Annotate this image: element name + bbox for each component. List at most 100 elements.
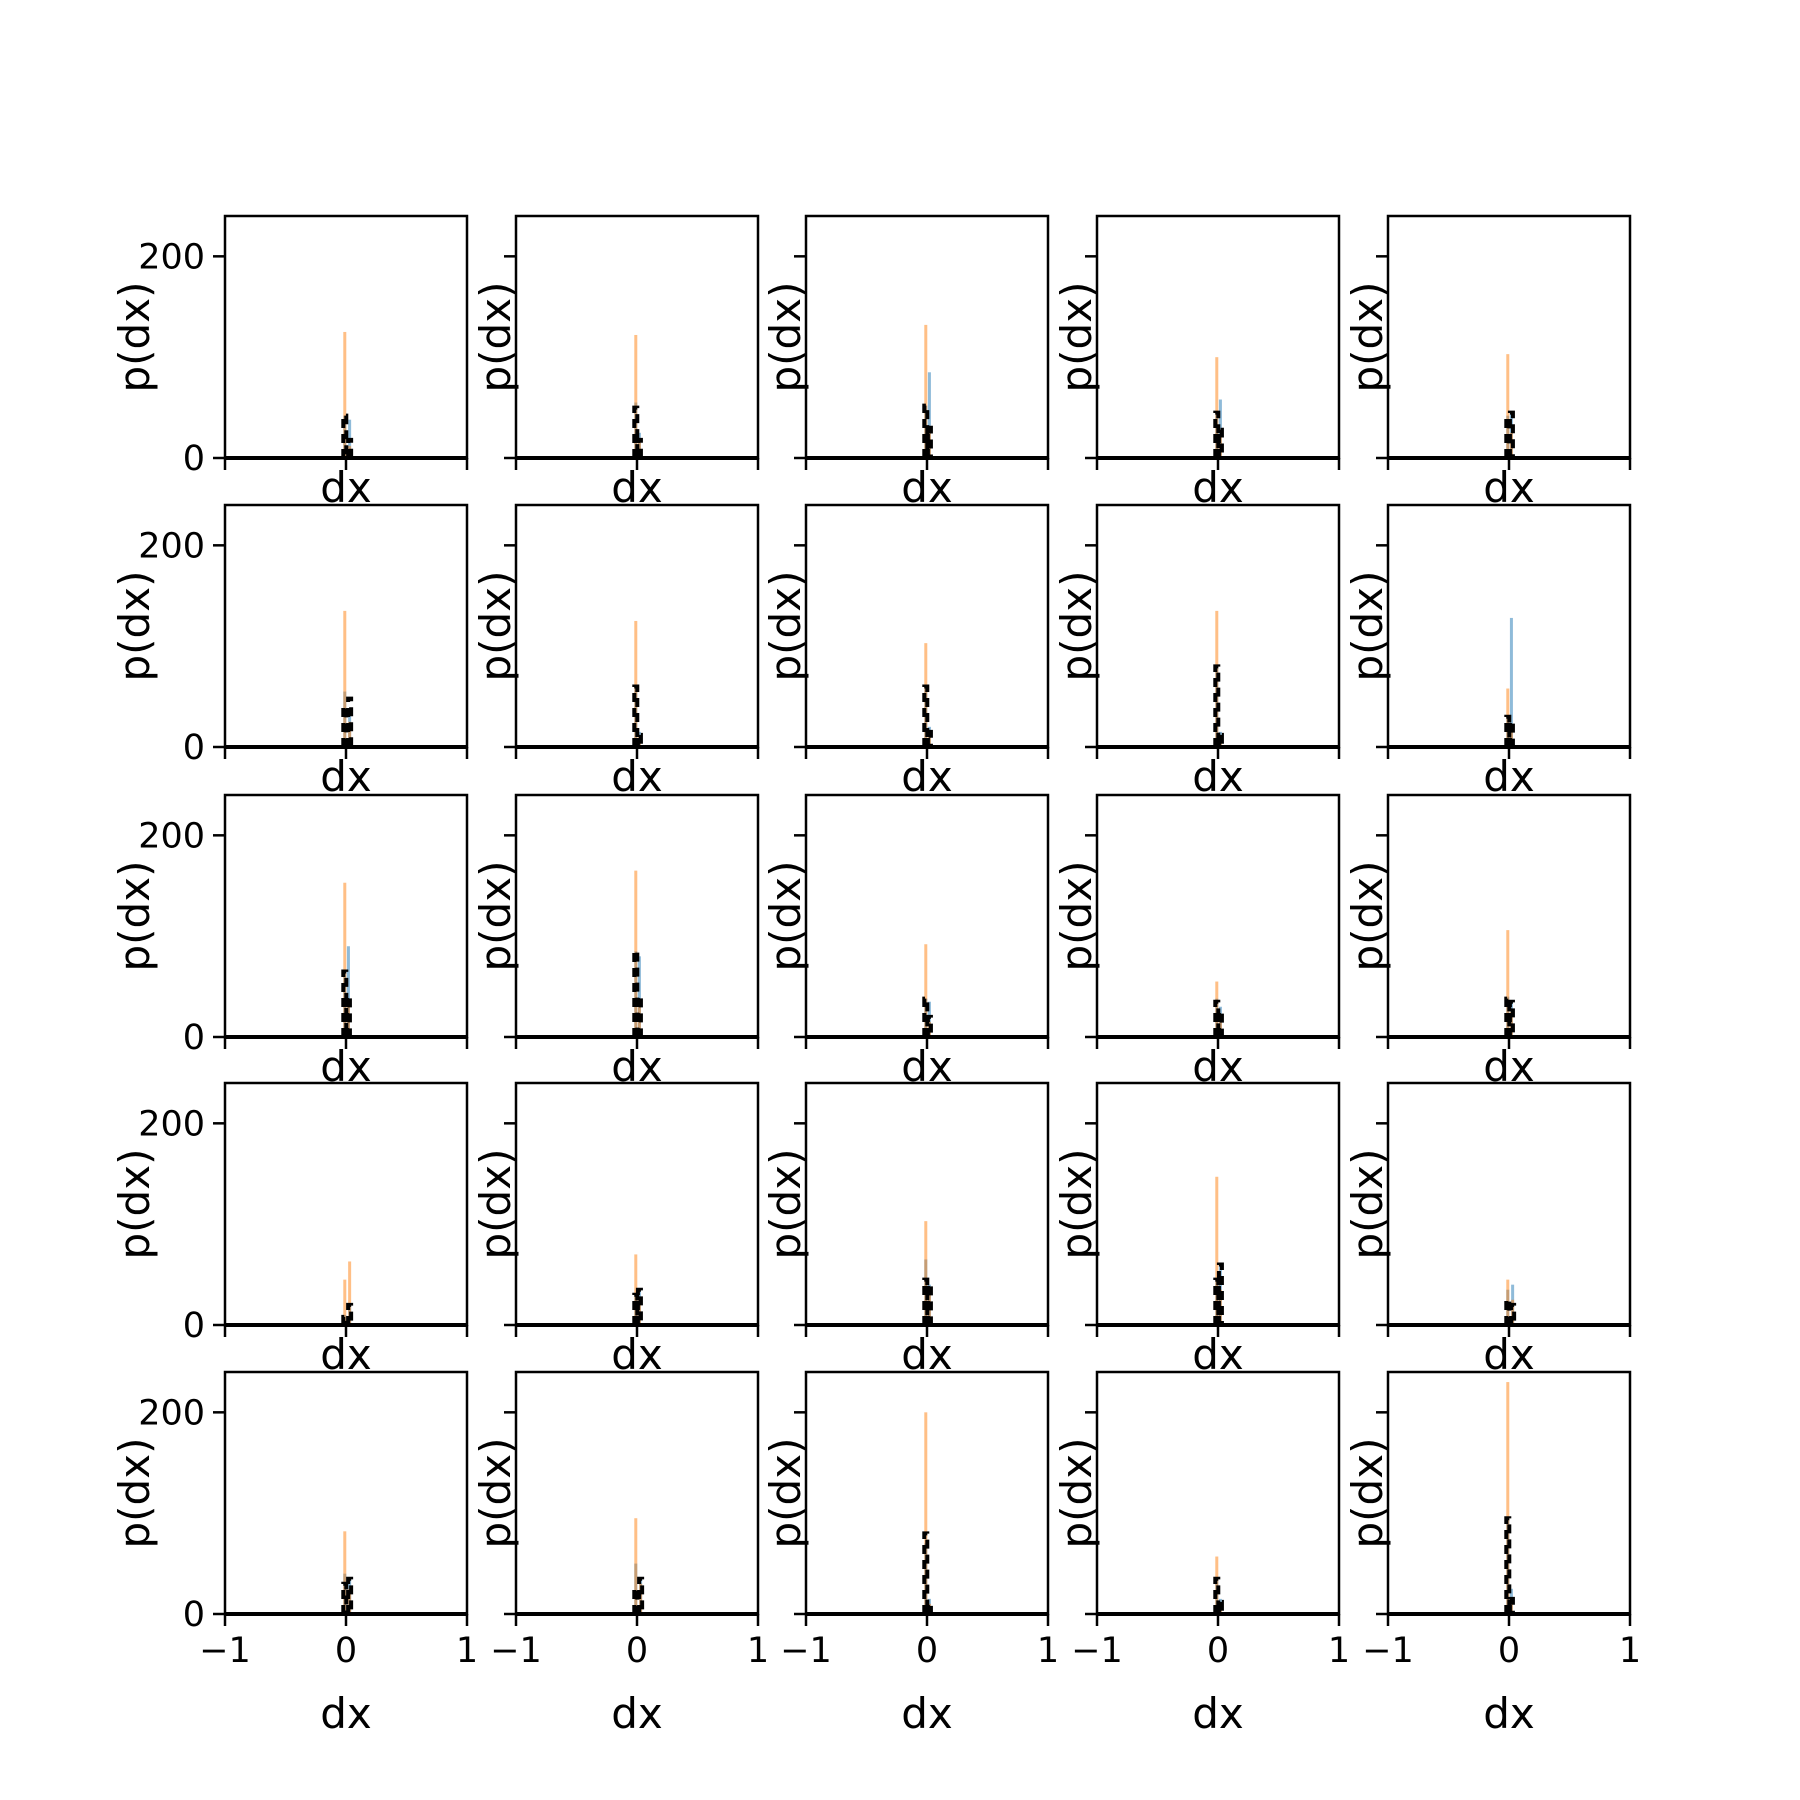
density-outline-dashed xyxy=(1504,410,1515,458)
x-tick-label: −1 xyxy=(1071,1631,1123,1671)
subplot-2-3: dx p(dx) xyxy=(761,503,1050,801)
y-axis-label: p(dx) xyxy=(1343,282,1392,393)
histogram-bar-blue xyxy=(927,372,931,458)
density-outline-dashed xyxy=(1504,996,1515,1037)
subplot-5-3: −1 0 1 dx p(dx) xyxy=(761,1370,1059,1738)
density-outline-dashed xyxy=(1213,410,1224,458)
x-axis-label: dx xyxy=(1192,1689,1244,1738)
x-tick-label: 1 xyxy=(1328,1631,1350,1671)
density-outline-dashed xyxy=(341,696,354,747)
y-axis-label: p(dx) xyxy=(1343,861,1392,972)
y-tick-label: 0 xyxy=(183,1018,205,1058)
density-outline-dashed xyxy=(632,405,643,458)
y-axis-label: p(dx) xyxy=(471,1438,520,1549)
histogram-bar-orange xyxy=(634,1518,638,1614)
x-tick-label: 0 xyxy=(626,1631,648,1671)
y-axis-label: p(dx) xyxy=(761,1149,810,1260)
density-outline-dashed xyxy=(632,1287,643,1325)
histogram-bar-orange xyxy=(1215,357,1219,458)
density-outline-dashed xyxy=(922,1277,933,1325)
y-axis-label: p(dx) xyxy=(1052,282,1101,393)
density-outline-dashed xyxy=(632,1576,645,1614)
y-tick-label: 0 xyxy=(183,728,205,768)
x-tick-label: −1 xyxy=(199,1631,251,1671)
x-axis-label: dx xyxy=(1483,752,1535,801)
subplot-3-4: dxp(dx) xyxy=(1052,793,1341,1091)
histogram-bar-orange xyxy=(1506,930,1510,1037)
histogram-bar-blue xyxy=(637,956,641,1037)
x-tick-label: 1 xyxy=(1037,1631,1059,1671)
density-outline-dashed xyxy=(632,684,643,747)
x-axis-label: dx xyxy=(1483,1689,1535,1738)
histogram-bar-orange xyxy=(924,1412,928,1614)
density-outline-dashed xyxy=(341,413,354,458)
x-tick-label: 0 xyxy=(1207,1631,1229,1671)
density-outline-dashed xyxy=(1504,1297,1517,1325)
subplot-4-3: dxp(dx) xyxy=(761,1081,1050,1379)
y-axis-label: p(dx) xyxy=(1052,861,1101,972)
histogram-bar-orange xyxy=(348,1261,352,1325)
subplot-3-3: dxp(dx) xyxy=(761,793,1050,1091)
density-outline-dashed xyxy=(922,684,933,747)
histogram-bar-orange xyxy=(924,324,928,458)
x-axis-label: dx xyxy=(1192,752,1244,801)
y-axis-label: p(dx) xyxy=(761,861,810,972)
y-axis-label: p(dx) xyxy=(1343,1438,1392,1549)
x-tick-label: 1 xyxy=(456,1631,478,1671)
subplot-1-3: dxp(dx) xyxy=(761,214,1050,512)
histogram-bar-orange xyxy=(1215,1176,1219,1325)
x-axis-label: dx xyxy=(320,752,372,801)
y-axis-label: p(dx) xyxy=(110,861,159,972)
density-outline-dashed xyxy=(922,996,933,1037)
density-outline-dashed xyxy=(341,1576,354,1614)
density-outline-dashed xyxy=(1213,999,1224,1037)
histogram-bar-blue xyxy=(1218,399,1222,458)
histogram-bar-orange xyxy=(924,1221,928,1325)
x-tick-label: 0 xyxy=(1498,1631,1520,1671)
subplot-5-5: −1 0 1 dx p(dx) xyxy=(1343,1370,1641,1738)
histogram-bar-orange xyxy=(1506,354,1510,458)
histogram-bar-orange xyxy=(634,334,638,458)
subplot-2-1: 0 200 dx p(dx) xyxy=(110,503,469,801)
y-axis-label: p(dx) xyxy=(1052,571,1101,682)
histogram-bar-orange xyxy=(343,610,347,748)
density-outline-dashed xyxy=(1504,714,1515,747)
x-tick-label: −1 xyxy=(490,1631,542,1671)
density-outline-dashed xyxy=(922,403,933,458)
x-axis-label: dx xyxy=(320,1689,372,1738)
y-tick-label: 200 xyxy=(138,526,205,566)
density-outline-dashed xyxy=(341,1302,354,1325)
density-outline-dashed xyxy=(1213,664,1224,747)
y-axis-label: p(dx) xyxy=(761,282,810,393)
subplot-2-5: dx p(dx) xyxy=(1343,503,1632,801)
subplot-5-2: −1 0 1 dx p(dx) xyxy=(471,1370,769,1738)
y-axis-label: p(dx) xyxy=(1343,571,1392,682)
y-axis-label: p(dx) xyxy=(471,571,520,682)
histogram-bar-orange xyxy=(343,1279,347,1326)
x-axis-label: dx xyxy=(611,752,663,801)
y-tick-label: 200 xyxy=(138,1104,205,1144)
histogram-bar-orange xyxy=(634,1254,638,1325)
histogram-bar-blue xyxy=(1509,617,1513,747)
y-axis-label: p(dx) xyxy=(761,571,810,682)
density-outline-dashed xyxy=(1213,1576,1224,1614)
y-tick-label: 200 xyxy=(138,237,205,277)
y-tick-label: 0 xyxy=(183,1306,205,1346)
y-axis-label: p(dx) xyxy=(110,282,159,393)
histogram-bar-blue xyxy=(346,946,350,1037)
histogram-bar-orange xyxy=(634,620,638,747)
density-outline-dashed xyxy=(341,969,352,1037)
density-outline-dashed xyxy=(1213,1262,1224,1325)
histogram-bar-orange xyxy=(343,882,347,1037)
density-outline-dashed xyxy=(922,1531,933,1614)
histogram-bar-orange xyxy=(1215,1556,1219,1614)
histogram-bar-orange xyxy=(1509,726,1513,747)
x-tick-label: 0 xyxy=(916,1631,938,1671)
subplot-5-4: −1 0 1 dx p(dx) xyxy=(1052,1370,1350,1738)
subplot-panels: 0200dxp(dx)dxp(dx)dxp(dx)dxp(dx)dxp(dx)0… xyxy=(110,214,1641,1738)
